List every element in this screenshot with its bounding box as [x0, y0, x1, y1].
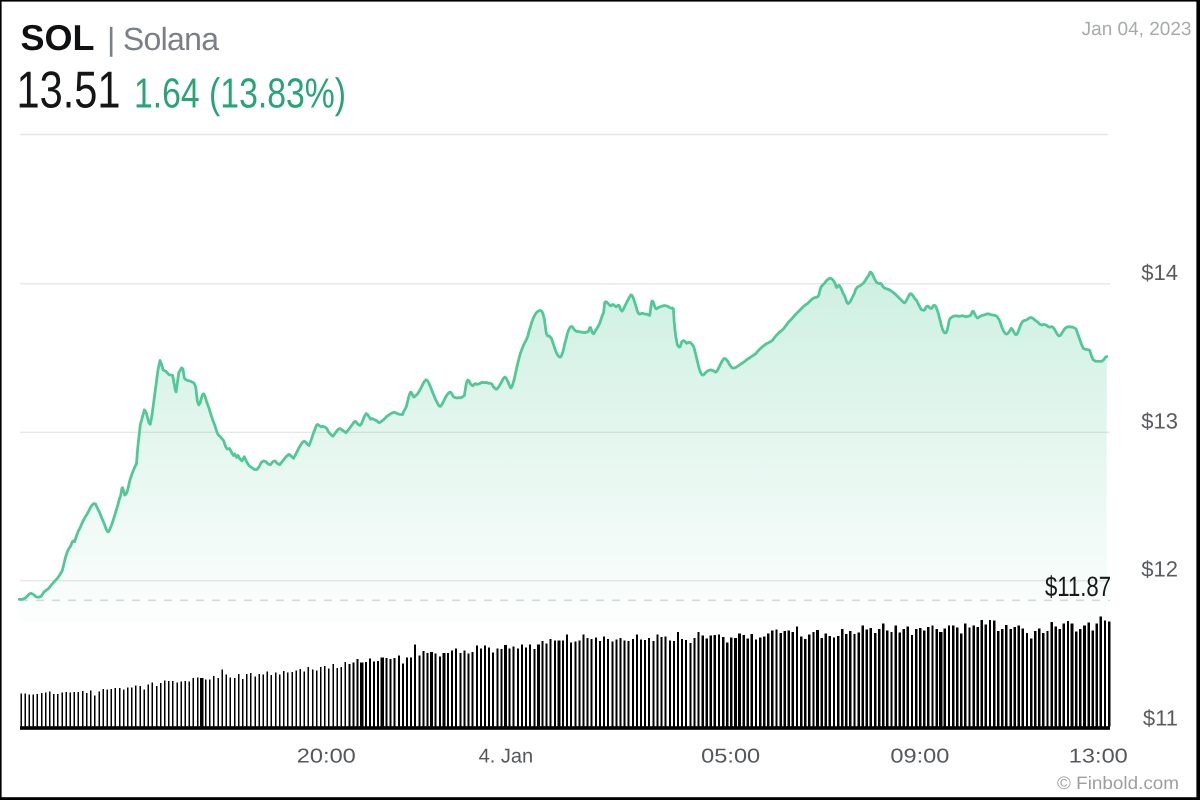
svg-text:09:00: 09:00	[890, 746, 949, 768]
svg-text:$11.87: $11.87	[1045, 571, 1111, 602]
svg-text:4. Jan: 4. Jan	[479, 746, 533, 768]
svg-text:13.51: 13.51	[17, 62, 121, 120]
svg-text:20:00: 20:00	[297, 746, 356, 768]
svg-text:Jan 04, 2023: Jan 04, 2023	[1082, 19, 1192, 40]
svg-text:| Solana: | Solana	[107, 21, 219, 57]
svg-text:$14: $14	[1141, 260, 1178, 285]
svg-text:© Finbold.com: © Finbold.com	[1057, 773, 1179, 793]
svg-text:$13: $13	[1141, 408, 1178, 433]
svg-text:$12: $12	[1141, 557, 1178, 582]
svg-text:$11: $11	[1143, 706, 1178, 731]
svg-text:1.64 (13.83%): 1.64 (13.83%)	[134, 70, 346, 117]
svg-text:13:00: 13:00	[1069, 746, 1128, 768]
svg-text:05:00: 05:00	[701, 746, 760, 768]
svg-text:SOL: SOL	[21, 17, 95, 58]
